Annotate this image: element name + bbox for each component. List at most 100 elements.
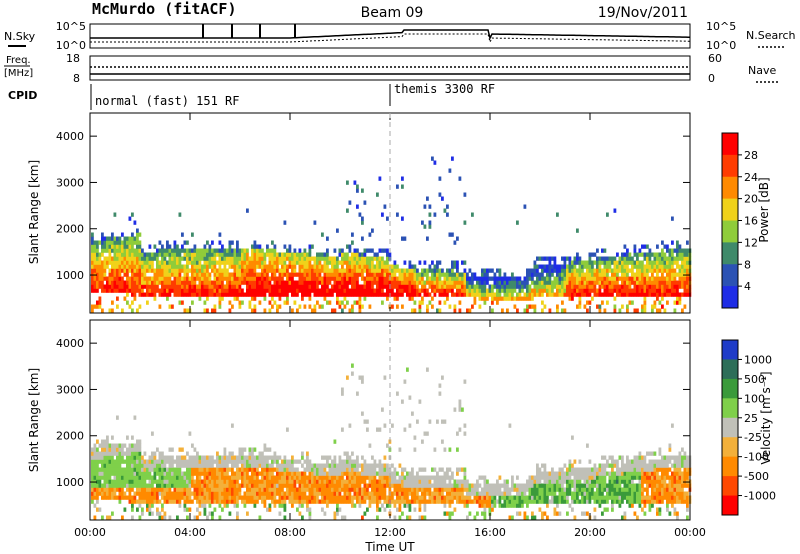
- echo-cell: [418, 272, 422, 277]
- echo-cell: [308, 495, 312, 500]
- echo-cell: [91, 451, 94, 456]
- echo-cell: [123, 252, 127, 257]
- y-tick-label: 2000: [56, 223, 84, 236]
- echo-cell: [193, 479, 197, 484]
- echo-cell: [401, 467, 404, 472]
- echo-cell: [686, 252, 689, 257]
- echo-cell: [361, 491, 364, 496]
- echo-cell: [238, 292, 242, 297]
- echo-cell: [353, 276, 357, 281]
- echo-cell: [456, 284, 459, 289]
- echo-cell: [141, 491, 144, 496]
- echo-cell: [576, 304, 579, 309]
- echo-cell: [561, 268, 564, 273]
- echo-cell: [128, 463, 132, 468]
- velocity-ylabel: Slant Range [km]: [27, 368, 41, 472]
- echo-cell: [236, 296, 239, 301]
- echo-cell: [483, 475, 487, 480]
- echo-cell: [231, 264, 234, 269]
- echo-cell: [511, 280, 514, 285]
- echo-cell: [108, 483, 112, 488]
- echo-cell: [331, 459, 334, 464]
- echo-cell: [246, 264, 249, 269]
- echo-cell: [138, 455, 142, 460]
- echo-cell: [628, 288, 632, 293]
- echo-cell: [261, 459, 264, 464]
- echo-cell: [131, 272, 134, 277]
- echo-cell: [551, 491, 554, 496]
- echo-cell: [158, 272, 162, 277]
- echo-cell: [241, 495, 244, 500]
- echo-cell: [473, 515, 477, 520]
- echo-cell: [393, 467, 397, 472]
- echo-cell: [553, 507, 557, 512]
- echo-cell: [373, 467, 377, 472]
- echo-cell: [303, 467, 307, 472]
- echo-cell: [351, 459, 354, 464]
- echo-cell: [321, 507, 324, 512]
- echo-cell: [443, 419, 447, 424]
- echo-cell: [378, 463, 382, 468]
- echo-cell: [191, 471, 194, 476]
- echo-cell: [486, 296, 489, 301]
- echo-cell: [388, 280, 392, 285]
- echo-cell: [211, 260, 214, 265]
- echo-cell: [361, 284, 364, 289]
- echo-cell: [173, 260, 177, 265]
- echo-cell: [473, 272, 477, 277]
- echo-cell: [458, 491, 462, 496]
- echo-cell: [321, 463, 324, 468]
- echo-cell: [198, 272, 202, 277]
- echo-cell: [613, 284, 617, 289]
- echo-cell: [423, 475, 427, 480]
- echo-cell: [166, 284, 169, 289]
- echo-cell: [376, 272, 379, 277]
- echo-cell: [591, 272, 594, 277]
- echo-cell: [176, 260, 179, 265]
- echo-cell: [426, 475, 429, 480]
- echo-cell: [436, 288, 439, 293]
- echo-cell: [326, 288, 329, 293]
- echo-cell: [588, 284, 592, 289]
- echo-cell: [271, 455, 274, 460]
- echo-cell: [98, 443, 102, 448]
- echo-cell: [446, 284, 449, 289]
- echo-cell: [396, 491, 399, 496]
- echo-cell: [668, 292, 672, 297]
- echo-cell: [443, 483, 447, 488]
- echo-cell: [213, 268, 217, 273]
- echo-cell: [628, 284, 632, 289]
- echo-cell: [563, 487, 567, 492]
- echo-cell: [686, 248, 689, 253]
- echo-cell: [206, 296, 209, 301]
- echo-cell: [411, 487, 414, 492]
- echo-cell: [193, 483, 197, 488]
- echo-cell: [336, 499, 339, 504]
- echo-cell: [403, 268, 407, 273]
- echo-cell: [548, 479, 552, 484]
- echo-cell: [578, 296, 582, 301]
- echo-cell: [256, 467, 259, 472]
- echo-cell: [186, 451, 189, 456]
- echo-cell: [138, 443, 142, 448]
- echo-cell: [601, 300, 604, 305]
- echo-cell: [103, 443, 107, 448]
- echo-cell: [251, 272, 254, 277]
- echo-cell: [188, 459, 192, 464]
- echo-cell: [288, 483, 292, 488]
- echo-cell: [198, 479, 202, 484]
- echo-cell: [116, 260, 119, 265]
- echo-cell: [211, 292, 214, 297]
- echo-cell: [601, 256, 604, 261]
- echo-cell: [646, 292, 649, 297]
- echo-cell: [366, 256, 369, 261]
- echo-cell: [341, 284, 344, 289]
- echo-cell: [543, 288, 547, 293]
- echo-cell: [626, 264, 629, 269]
- echo-cell: [576, 467, 579, 472]
- echo-cell: [286, 292, 289, 297]
- echo-cell: [361, 252, 364, 257]
- echo-cell: [326, 503, 329, 508]
- echo-cell: [648, 256, 652, 261]
- echo-cell: [441, 475, 444, 480]
